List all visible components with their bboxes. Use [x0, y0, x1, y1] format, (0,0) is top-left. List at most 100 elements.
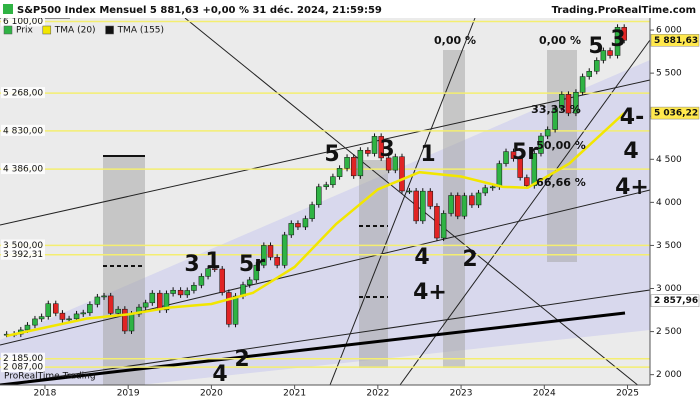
candle-body: [434, 205, 440, 239]
legend-label: TMA (155): [117, 26, 164, 36]
candle-body: [53, 303, 59, 314]
fib-dashes: [103, 155, 388, 298]
candle-body: [559, 94, 565, 109]
level-label: 2 185,00: [3, 354, 43, 364]
candle-body: [469, 195, 475, 206]
wave-label: 5r: [239, 252, 265, 277]
candle-body: [211, 268, 218, 270]
fib-zone: [547, 50, 577, 262]
candle-body: [482, 187, 488, 194]
logo: [3, 4, 13, 14]
thick-trend-line: [0, 311, 626, 387]
level-label-bg: [1, 352, 45, 364]
candle-body: [552, 107, 558, 130]
x-tick-label: 2023: [450, 389, 473, 399]
fib-label: 0,00 %: [539, 34, 581, 47]
candle-body: [309, 204, 315, 219]
candle-body: [413, 190, 419, 222]
candle-body: [136, 306, 142, 315]
level-label: 4 386,00: [3, 165, 43, 175]
wave-label: 4: [212, 362, 227, 387]
price-tag-bg: [650, 294, 700, 307]
candle-body: [45, 303, 52, 317]
candle-body: [107, 295, 114, 314]
candle-body: [122, 308, 128, 332]
candle-body: [267, 245, 274, 258]
candle-body: [157, 292, 163, 311]
chart-title: S&P500 Index Mensuel 5 881,63 +0,00 % 31…: [17, 4, 382, 16]
wave-label: 3: [379, 137, 394, 162]
candle-body: [59, 312, 66, 320]
wave-label: 3: [610, 27, 625, 52]
level-label-bg: [1, 15, 45, 27]
price-tag: 2 857,96: [654, 296, 698, 306]
candle-body: [440, 213, 447, 239]
fib-zone: [359, 160, 388, 368]
candle-body: [579, 76, 586, 93]
level-label: 2 087,00: [3, 363, 43, 373]
candle-body: [357, 149, 364, 177]
candle-body: [614, 27, 621, 56]
candle-body: [24, 324, 31, 331]
wave-label: 4-: [620, 105, 644, 130]
candle-body: [115, 308, 121, 314]
candle-body: [503, 151, 509, 164]
level-label-bg: [1, 87, 45, 99]
legend-swatch: [42, 25, 52, 35]
level-label-bg: [1, 361, 45, 373]
candle-body: [350, 157, 357, 177]
candle-body: [226, 292, 232, 325]
wave-label: 1: [420, 142, 435, 167]
candle-body: [365, 149, 371, 154]
y-tick-label: 4 000: [656, 198, 682, 208]
level-label-bg: [1, 239, 45, 251]
candle-body: [246, 279, 253, 285]
trend-line: [0, 79, 651, 226]
candle-body: [170, 289, 176, 294]
candle-body: [454, 195, 461, 217]
channel: [0, 60, 650, 400]
wave-label: 4: [414, 245, 429, 270]
candle-body: [420, 190, 426, 222]
trend-line: [0, 189, 651, 346]
wave-label: 5r: [512, 140, 538, 165]
candle-body: [427, 190, 434, 207]
candle-body: [475, 192, 482, 206]
candle-body: [87, 304, 93, 314]
candle-body: [128, 313, 135, 332]
wave-label: 3: [184, 252, 199, 277]
price-tag-bg: [650, 106, 700, 120]
fib-label: 33,33 %: [531, 103, 581, 116]
legend-label: TMA (20): [54, 26, 96, 36]
header-bar: [0, 0, 700, 18]
candle-body: [94, 296, 101, 305]
level-label: 5 268,00: [3, 89, 43, 99]
level-label-bg: [1, 248, 45, 260]
candle-body: [316, 186, 322, 205]
candle-body: [149, 292, 156, 304]
candle-body: [496, 163, 503, 188]
candle-body: [205, 268, 211, 277]
fib-zone: [443, 50, 465, 368]
candle-body: [565, 94, 572, 114]
candle-body: [253, 264, 260, 281]
x-tick-label: 2021: [283, 389, 306, 399]
candle-body: [399, 156, 405, 192]
x-axis-area: [0, 385, 650, 400]
candle-body: [461, 195, 468, 217]
level-label: 6 100,00: [3, 17, 43, 27]
candle-body: [73, 313, 80, 320]
source: Trading.ProRealTime.com: [552, 5, 696, 16]
fib-label: 50,00 %: [536, 139, 586, 152]
level-label: 4 830,00: [3, 126, 43, 136]
level-label-bg: [1, 124, 45, 136]
candle-body: [524, 177, 530, 186]
candle-body: [600, 50, 607, 61]
wave-label: 4+: [413, 280, 447, 305]
y-axis-area: [650, 18, 700, 400]
watermark: ProRealTime Trading: [4, 372, 96, 382]
candle-body: [191, 284, 197, 291]
candle-body: [323, 184, 329, 188]
wave-label: 2: [462, 247, 477, 272]
